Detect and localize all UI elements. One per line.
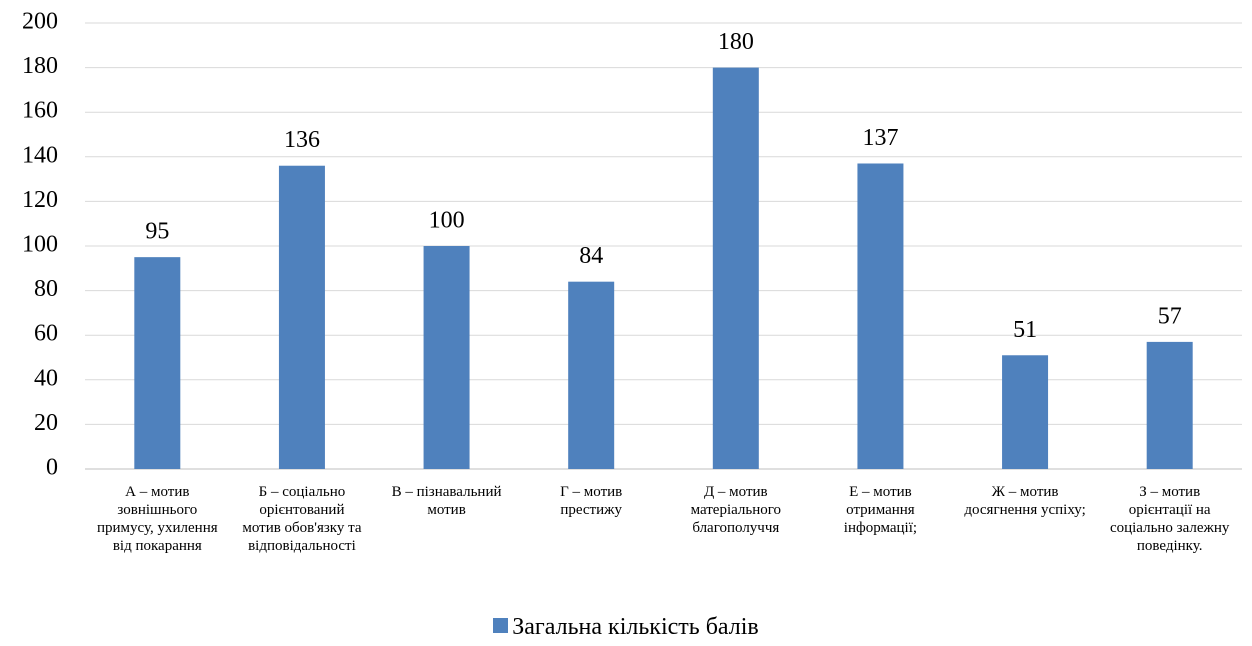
x-tick-label: Ж – мотив досягнення успіху;	[964, 484, 1086, 518]
bar	[712, 67, 759, 469]
y-tick-label: 80	[34, 276, 58, 302]
y-tick-label: 140	[22, 142, 58, 168]
data-label: 95	[145, 219, 169, 245]
bar	[423, 246, 470, 469]
bar	[278, 165, 325, 469]
x-tick-label: Б – соціально орієнтований мотив обов'яз…	[242, 484, 362, 554]
bar	[568, 281, 615, 469]
y-tick-label: 60	[34, 321, 58, 347]
data-label: 180	[718, 29, 754, 55]
y-tick-label: 20	[34, 410, 58, 436]
y-tick-label: 200	[22, 9, 58, 35]
legend-swatch	[493, 618, 509, 633]
x-tick-label: Г – мотив престижу	[560, 484, 623, 518]
data-label: 57	[1158, 303, 1182, 329]
x-tick-label: З – мотив орієнтації на соціально залежн…	[1109, 484, 1230, 554]
y-tick-label: 40	[34, 365, 58, 391]
y-tick-label: 100	[22, 232, 58, 258]
data-label: 84	[579, 243, 603, 269]
data-label: 136	[284, 127, 320, 153]
y-tick-label: 0	[46, 455, 58, 481]
y-tick-label: 120	[22, 187, 58, 213]
bar	[857, 163, 904, 470]
legend-label: Загальна кількість балів	[512, 614, 759, 640]
data-label: 51	[1013, 317, 1037, 343]
y-tick-label: 160	[22, 98, 58, 124]
x-tick-label: А – мотив зовнішнього примусу, ухилення …	[96, 484, 218, 554]
x-tick-label: Е – мотив отримання інформації;	[843, 484, 918, 536]
x-tick-label: В – пізнавальний мотив	[391, 484, 502, 518]
bar	[134, 257, 181, 469]
bar	[1146, 341, 1193, 469]
data-label: 137	[862, 125, 898, 151]
data-label: 100	[429, 208, 465, 234]
y-tick-label: 180	[22, 53, 58, 79]
legend: Загальна кількість балів	[0, 614, 1252, 641]
bar	[1002, 355, 1049, 469]
x-tick-label: Д – мотив матеріального благополуччя	[690, 484, 782, 536]
